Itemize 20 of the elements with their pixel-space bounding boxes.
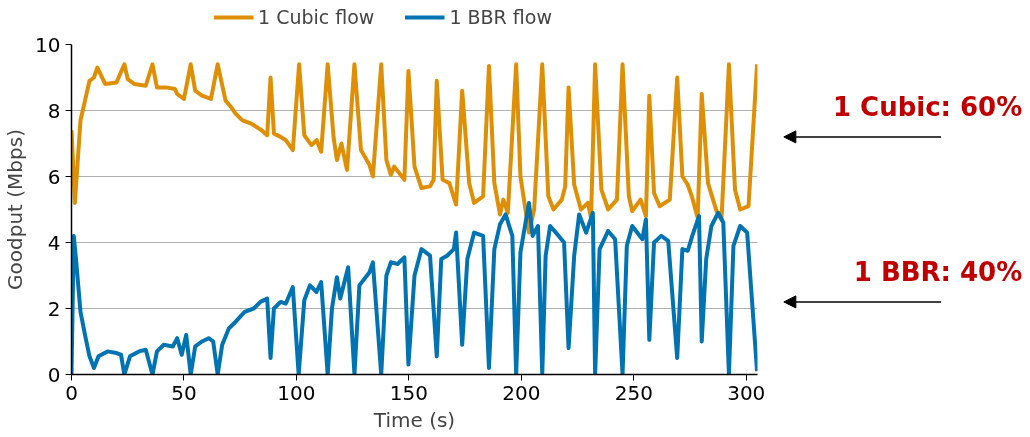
x-tick-label: 150 [389,380,428,405]
y-tick-label: 10 [35,32,61,57]
legend-label: 1 Cubic flow [258,6,375,28]
x-tick-label: 200 [502,380,541,405]
x-tick-label: 100 [277,380,316,405]
y-tick-label: 8 [47,98,61,123]
y-tick-label: 4 [47,230,61,255]
y-axis-title: Goodput (Mbps) [3,129,28,290]
y-tick-label: 0 [47,362,61,387]
text: 1 BBR: 40% [853,257,1023,288]
legend-label: 1 BBR flow [449,6,552,28]
y-tick-label: 2 [47,296,61,321]
y-tick-label: 6 [47,164,61,189]
x-tick-label: 300 [727,380,766,405]
x-axis-title: Time (s) [372,407,456,432]
x-tick-label: 250 [614,380,653,405]
x-tick-label: 50 [171,380,197,405]
text: 1 Cubic: 60% [832,92,1023,123]
x-tick-label: 0 [65,380,78,405]
line-series [71,62,758,235]
